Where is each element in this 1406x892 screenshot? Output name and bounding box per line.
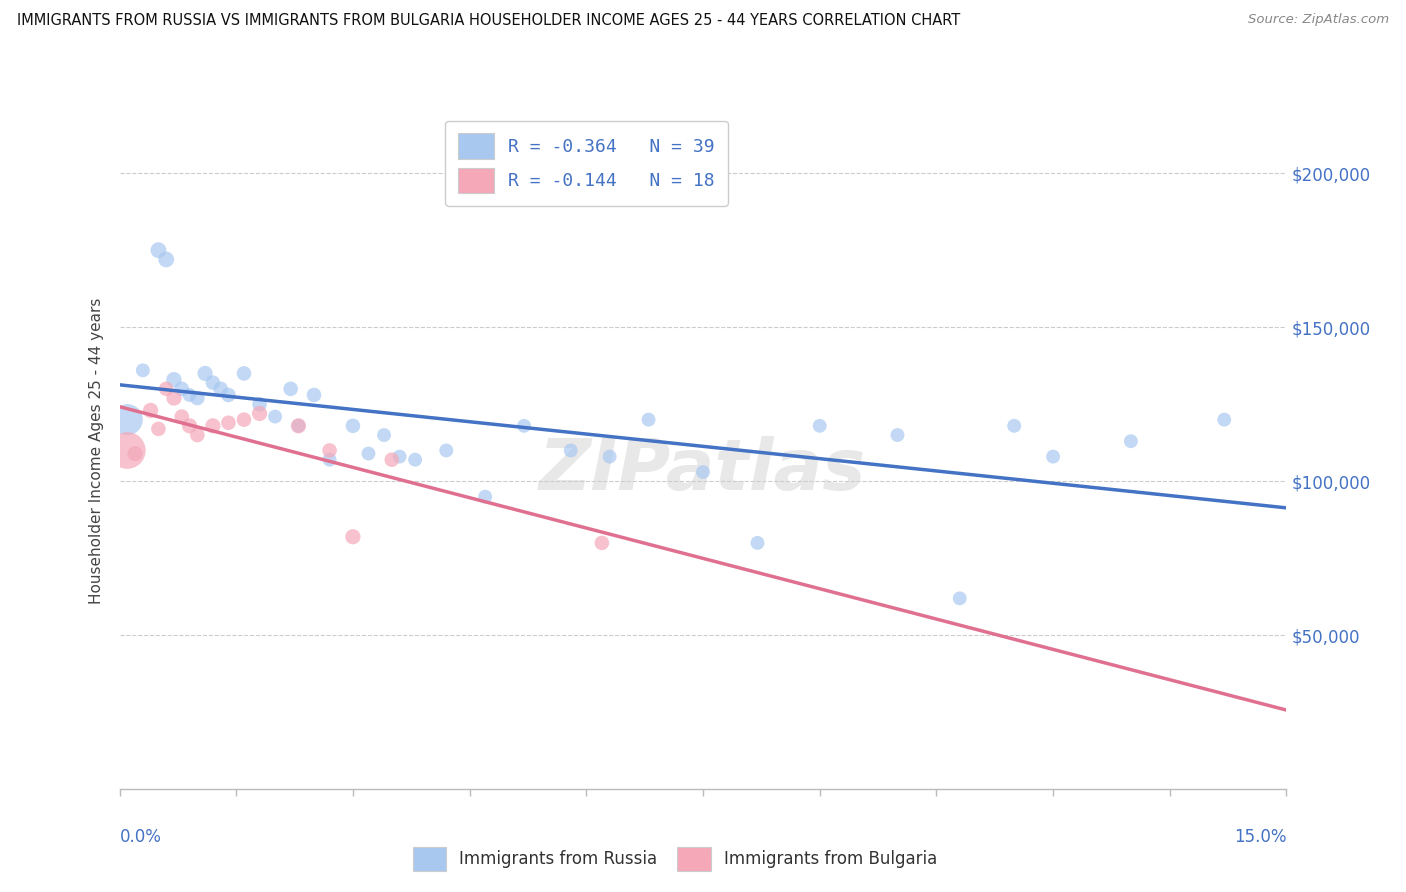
Point	[132, 363, 155, 377]
Point	[155, 252, 177, 267]
Y-axis label: Householder Income Ages 25 - 44 years: Householder Income Ages 25 - 44 years	[89, 297, 104, 604]
Point	[1002, 418, 1025, 433]
Point	[249, 397, 271, 411]
Point	[163, 373, 186, 387]
Point	[474, 490, 496, 504]
Point	[287, 418, 309, 433]
Point	[201, 418, 224, 433]
Point	[170, 409, 193, 424]
Point	[637, 412, 659, 426]
Point	[124, 446, 146, 460]
Point	[560, 443, 582, 458]
Text: ZIPatlas: ZIPatlas	[540, 436, 866, 505]
Point	[808, 418, 831, 433]
Point	[163, 391, 186, 405]
Text: 0.0%: 0.0%	[120, 828, 162, 846]
Point	[886, 428, 908, 442]
Point	[381, 452, 404, 467]
Point	[139, 403, 162, 417]
Point	[209, 382, 232, 396]
Point	[591, 536, 613, 550]
Point	[186, 391, 208, 405]
Point	[318, 452, 340, 467]
Point	[264, 409, 287, 424]
Point	[342, 530, 364, 544]
Legend: R = -0.364   N = 39, R = -0.144   N = 18: R = -0.364 N = 39, R = -0.144 N = 18	[446, 120, 727, 206]
Point	[217, 416, 239, 430]
Point	[201, 376, 224, 390]
Point	[599, 450, 621, 464]
Point	[148, 422, 170, 436]
Point	[179, 388, 201, 402]
Point	[249, 407, 271, 421]
Point	[217, 388, 239, 402]
Point	[233, 412, 256, 426]
Point	[949, 591, 972, 606]
Point	[117, 412, 139, 426]
Point	[194, 367, 217, 381]
Point	[302, 388, 325, 402]
Point	[318, 443, 340, 458]
Legend: Immigrants from Russia, Immigrants from Bulgaria: Immigrants from Russia, Immigrants from …	[404, 839, 946, 880]
Point	[1119, 434, 1142, 449]
Text: IMMIGRANTS FROM RUSSIA VS IMMIGRANTS FROM BULGARIA HOUSEHOLDER INCOME AGES 25 - : IMMIGRANTS FROM RUSSIA VS IMMIGRANTS FRO…	[17, 13, 960, 29]
Point	[404, 452, 426, 467]
Point	[186, 428, 208, 442]
Point	[692, 465, 714, 479]
Point	[373, 428, 395, 442]
Point	[513, 418, 536, 433]
Point	[388, 450, 411, 464]
Point	[342, 418, 364, 433]
Point	[1213, 412, 1236, 426]
Point	[170, 382, 193, 396]
Point	[357, 446, 380, 460]
Point	[747, 536, 769, 550]
Point	[155, 382, 177, 396]
Point	[233, 367, 256, 381]
Point	[434, 443, 457, 458]
Text: Source: ZipAtlas.com: Source: ZipAtlas.com	[1249, 13, 1389, 27]
Point	[179, 418, 201, 433]
Point	[148, 243, 170, 257]
Point	[1042, 450, 1064, 464]
Text: 15.0%: 15.0%	[1234, 828, 1286, 846]
Point	[117, 443, 139, 458]
Point	[287, 418, 309, 433]
Point	[280, 382, 302, 396]
